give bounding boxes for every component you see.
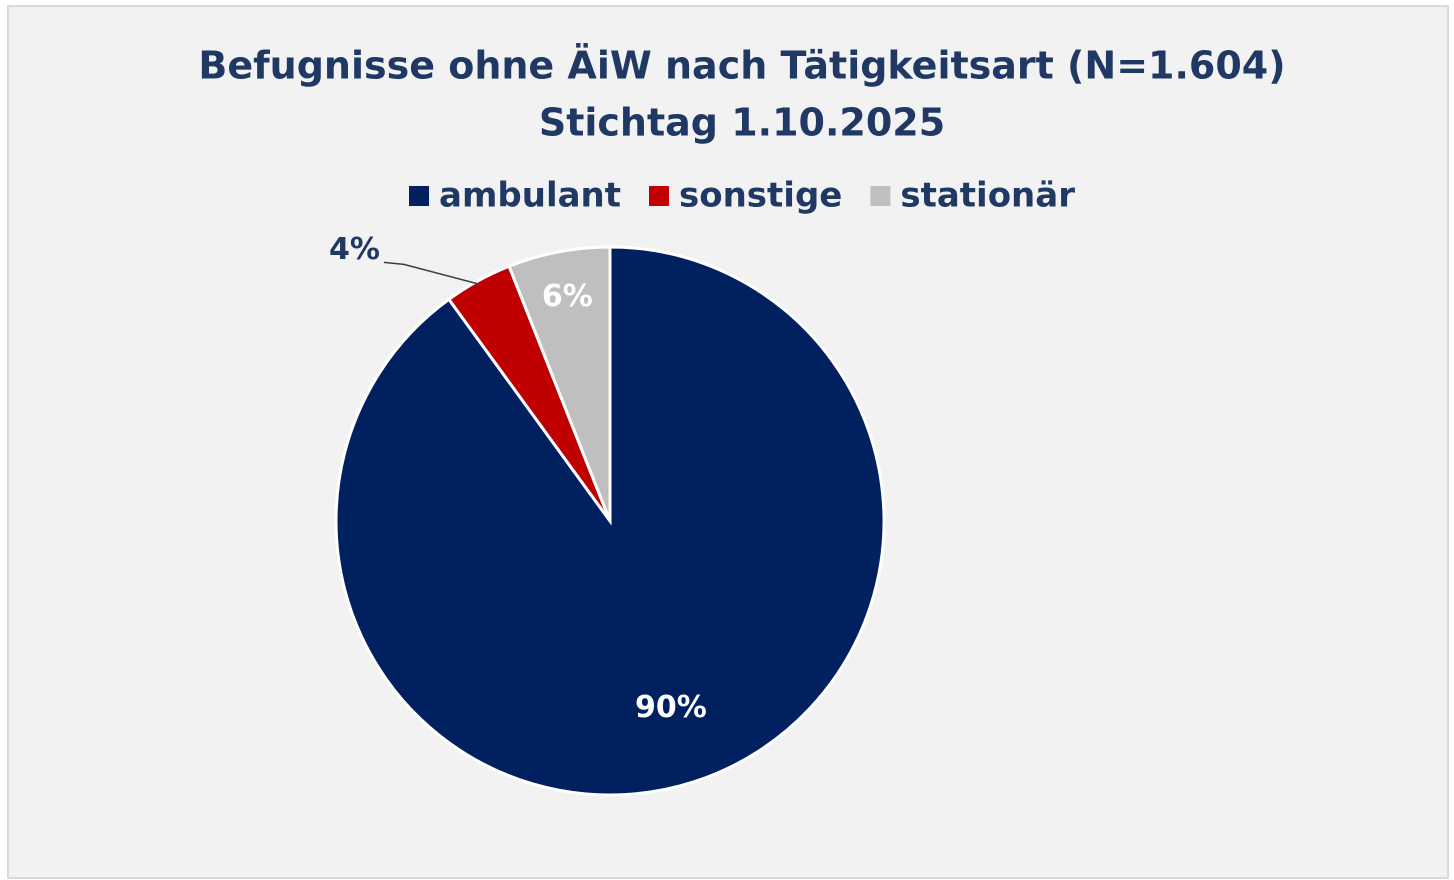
legend: ambulant sonstige stationär bbox=[409, 176, 1075, 216]
legend-label: ambulant bbox=[439, 176, 621, 216]
legend-swatch bbox=[870, 186, 891, 206]
legend-swatch bbox=[649, 186, 670, 206]
legend-label: stationär bbox=[900, 176, 1075, 216]
leader-line bbox=[383, 261, 481, 286]
chart-subtitle: Stichtag 1.10.2025 bbox=[539, 101, 945, 145]
data-label: 6% bbox=[542, 279, 593, 314]
pie-slice bbox=[507, 245, 612, 522]
data-label: 4% bbox=[329, 232, 380, 267]
data-label: 90% bbox=[635, 690, 707, 725]
legend-swatch bbox=[409, 186, 430, 206]
legend-label: sonstige bbox=[679, 176, 842, 216]
chart-title: Befugnisse ohne ÄiW nach Tätigkeitsart (… bbox=[198, 44, 1285, 88]
